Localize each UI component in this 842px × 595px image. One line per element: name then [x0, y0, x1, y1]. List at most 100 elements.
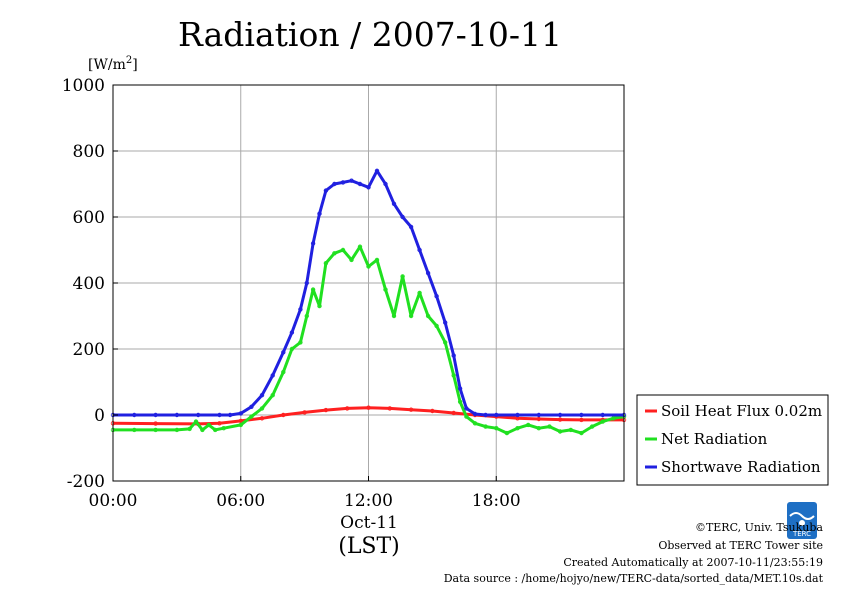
data-point-net-radiation: [323, 261, 329, 266]
data-point-net-radiation: [434, 323, 439, 329]
data-point-soil-heat-flux-0-02m: [153, 421, 158, 426]
data-point-net-radiation: [408, 313, 414, 319]
data-point-net-radiation: [451, 373, 456, 378]
y-tick-label: 400: [73, 274, 105, 294]
data-point-net-radiation: [259, 406, 265, 411]
data-point-shortwave-radiation: [417, 247, 422, 253]
y-axis-unit: [W/m2]: [88, 55, 138, 73]
data-point-shortwave-radiation: [483, 412, 488, 418]
data-point-net-radiation: [417, 290, 422, 296]
footer-copyright: ©TERC, Univ. Tsukuba: [695, 521, 823, 534]
footer-observed: Observed at TERC Tower site: [658, 539, 823, 552]
data-point-net-radiation: [304, 313, 309, 319]
data-point-soil-heat-flux-0-02m: [345, 406, 350, 411]
data-point-shortwave-radiation: [227, 412, 233, 418]
data-point-shortwave-radiation: [310, 241, 316, 246]
data-point-shortwave-radiation: [600, 412, 605, 418]
data-point-net-radiation: [400, 274, 405, 279]
y-axis-ticks: -200 0 200 400 600 800 1000: [62, 76, 118, 492]
data-point-net-radiation: [153, 427, 158, 433]
legend-box: [636, 394, 829, 486]
data-point-shortwave-radiation: [425, 270, 431, 276]
legend: Soil Heat Flux 0.02m Net Radiation Shortwa…: [636, 394, 829, 486]
data-point-shortwave-radiation: [374, 168, 380, 173]
data-point-shortwave-radiation: [174, 412, 180, 418]
series-line-soil-heat-flux-0-02m: [112, 406, 624, 426]
data-point-shortwave-radiation: [304, 280, 309, 286]
data-point-net-radiation: [270, 393, 275, 398]
y-axis-unit-base: [W/m: [88, 57, 126, 73]
data-point-net-radiation: [464, 414, 469, 419]
data-point-net-radiation: [457, 399, 463, 404]
data-point-shortwave-radiation: [451, 353, 456, 358]
data-point-net-radiation: [579, 430, 584, 436]
legend-label-net-radiation: Net Radiation: [661, 430, 768, 448]
x-tick-label: 18:00: [472, 491, 521, 511]
data-point-shortwave-radiation: [332, 181, 337, 187]
legend-items: Soil Heat Flux 0.02m Net Radiation Shortwa…: [645, 402, 822, 476]
data-point-net-radiation: [281, 369, 286, 375]
data-point-net-radiation: [515, 426, 520, 431]
data-point-soil-heat-flux-0-02m: [579, 417, 584, 423]
data-point-net-radiation: [472, 421, 478, 426]
grid-lines: [112, 84, 624, 482]
data-point-net-radiation: [132, 427, 137, 433]
data-point-net-radiation: [366, 264, 371, 269]
logo-text: TERC: [792, 530, 811, 538]
data-point-shortwave-radiation: [217, 412, 222, 418]
data-point-shortwave-radiation: [579, 412, 584, 418]
data-point-shortwave-radiation: [383, 181, 388, 187]
data-point-shortwave-radiation: [323, 188, 329, 193]
x-tick-label: 12:00: [344, 491, 393, 511]
data-point-net-radiation: [200, 427, 205, 433]
data-point-shortwave-radiation: [153, 412, 158, 418]
data-point-shortwave-radiation: [408, 224, 414, 230]
y-axis-unit-sup: 2: [126, 55, 132, 66]
footer-source: Data source : /home/hojyo/new/TERC-data/…: [444, 572, 824, 585]
x-tick-label: 00:00: [89, 491, 138, 511]
data-point-soil-heat-flux-0-02m: [430, 408, 435, 414]
data-point-shortwave-radiation: [249, 404, 254, 409]
data-point-net-radiation: [536, 426, 541, 431]
data-point-net-radiation: [206, 422, 211, 428]
data-point-net-radiation: [310, 287, 316, 292]
y-axis-unit-close: ]: [132, 57, 137, 73]
data-point-shortwave-radiation: [457, 386, 463, 391]
data-point-soil-heat-flux-0-02m: [408, 407, 414, 412]
data-point-net-radiation: [425, 313, 431, 319]
data-point-net-radiation: [557, 429, 563, 434]
x-axis-label: (LST): [338, 534, 400, 559]
y-tick-label: 200: [73, 340, 105, 360]
data-point-net-radiation: [483, 424, 488, 429]
data-point-shortwave-radiation: [289, 330, 295, 335]
data-point-net-radiation: [547, 424, 552, 429]
y-tick-label: 600: [73, 208, 105, 228]
data-point-shortwave-radiation: [298, 307, 303, 312]
data-point-shortwave-radiation: [357, 181, 363, 187]
drop-icon: [799, 520, 805, 526]
data-point-shortwave-radiation: [281, 350, 286, 355]
data-point-shortwave-radiation: [472, 411, 478, 417]
data-point-net-radiation: [383, 287, 388, 292]
chart-title: Radiation / 2007-10-11: [178, 15, 562, 54]
data-point-net-radiation: [221, 426, 226, 431]
data-point-net-radiation: [174, 427, 180, 433]
legend-label-soil-heat-flux-0-02m: Soil Heat Flux 0.02m: [661, 402, 822, 420]
data-point-net-radiation: [317, 303, 322, 309]
data-point-net-radiation: [212, 427, 218, 433]
data-point-net-radiation: [443, 340, 448, 345]
legend-label-shortwave-radiation: Shortwave Radiation: [661, 458, 821, 476]
data-point-shortwave-radiation: [195, 412, 201, 418]
data-point-shortwave-radiation: [434, 294, 439, 299]
data-point-soil-heat-flux-0-02m: [536, 416, 541, 422]
data-point-shortwave-radiation: [443, 320, 448, 325]
data-point-soil-heat-flux-0-02m: [387, 406, 392, 411]
data-point-soil-heat-flux-0-02m: [366, 405, 371, 410]
data-point-shortwave-radiation: [366, 185, 371, 190]
data-point-soil-heat-flux-0-02m: [557, 417, 563, 422]
y-tick-label: 0: [94, 406, 105, 426]
y-tick-label: 800: [73, 142, 105, 162]
data-point-shortwave-radiation: [494, 412, 499, 418]
data-point-net-radiation: [238, 422, 243, 428]
data-point-shortwave-radiation: [464, 406, 469, 411]
